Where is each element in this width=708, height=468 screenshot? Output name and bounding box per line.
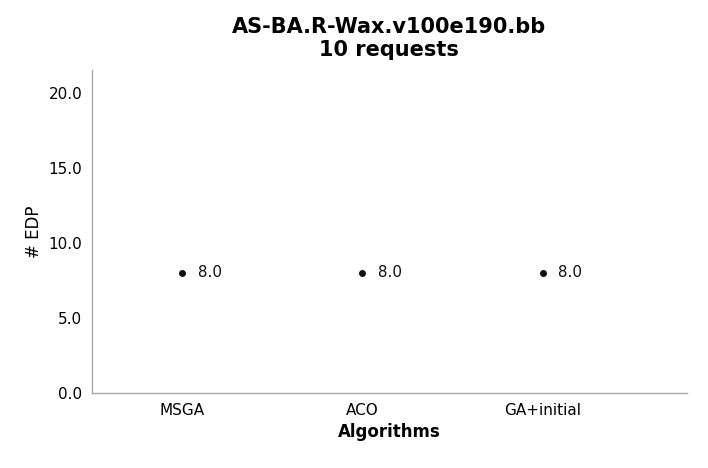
Text: 8.0: 8.0 <box>554 265 583 280</box>
Text: 8.0: 8.0 <box>373 265 402 280</box>
Y-axis label: # EDP: # EDP <box>25 205 43 258</box>
Title: AS-BA.R-Wax.v100e190.bb
10 requests: AS-BA.R-Wax.v100e190.bb 10 requests <box>232 17 547 60</box>
X-axis label: Algorithms: Algorithms <box>338 424 441 441</box>
Text: 8.0: 8.0 <box>193 265 222 280</box>
